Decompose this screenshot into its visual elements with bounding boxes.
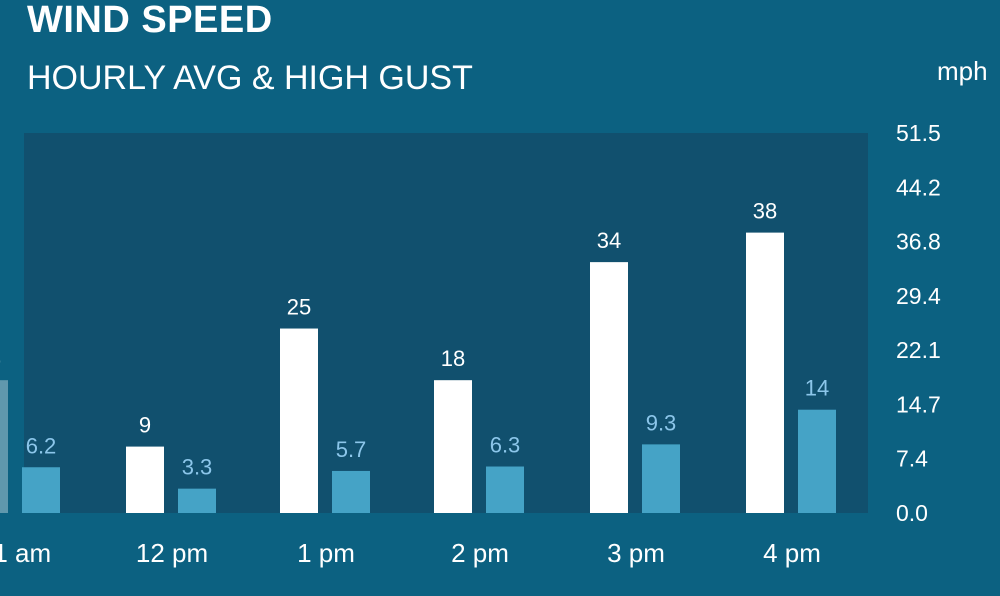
x-tick-label-1: 12 pm <box>136 538 208 568</box>
y-axis-unit: mph <box>937 56 988 86</box>
gust-bar-5 <box>746 232 784 514</box>
x-tick-label-2: 1 pm <box>297 538 355 568</box>
avg-bar-1 <box>178 488 216 513</box>
gust-value-label-5: 38 <box>753 199 777 224</box>
gust-bar-1 <box>126 446 164 513</box>
x-tick-label-0: 11 am <box>0 538 51 568</box>
y-tick-label-5: 36.8 <box>896 229 941 255</box>
x-tick-label-5: 4 pm <box>763 538 821 568</box>
gust-bar-4 <box>590 262 628 513</box>
x-tick-label-4: 3 pm <box>607 538 665 568</box>
x-axis-labels: 11 am 12 pm 1 pm 2 pm 3 pm 4 pm <box>0 538 821 568</box>
avg-bar-5 <box>798 409 836 513</box>
avg-value-label-3: 6.3 <box>490 433 521 458</box>
y-tick-label-6: 44.2 <box>896 174 941 200</box>
gust-value-label-1: 9 <box>139 413 151 438</box>
avg-bar-4 <box>642 444 680 513</box>
avg-bar-0 <box>22 467 60 513</box>
avg-value-label-2: 5.7 <box>336 437 367 462</box>
y-axis-ticks: 0.0 7.4 14.7 22.1 29.4 36.8 44.2 51.5 <box>896 120 941 526</box>
avg-value-label-5: 14 <box>805 376 829 401</box>
y-tick-label-7: 51.5 <box>896 120 941 146</box>
x-tick-label-3: 2 pm <box>451 538 509 568</box>
gust-value-label-3: 18 <box>441 346 465 371</box>
y-tick-label-2: 14.7 <box>896 391 941 417</box>
avg-value-label-4: 9.3 <box>646 410 677 435</box>
gust-value-label-2: 25 <box>287 295 311 320</box>
gust-value-label-4: 34 <box>597 228 621 253</box>
gust-bar-2 <box>280 328 318 513</box>
y-tick-label-1: 7.4 <box>896 446 928 472</box>
avg-bar-3 <box>486 466 524 513</box>
avg-value-label-0: 6.2 <box>26 433 57 458</box>
gust-bar-0 <box>0 380 8 513</box>
chart-title: WIND SPEED <box>27 0 273 41</box>
y-tick-label-4: 29.4 <box>896 283 941 309</box>
gust-bar-3 <box>434 380 472 513</box>
gust-value-label-0: 18 <box>0 346 1 371</box>
chart-subtitle: HOURLY AVG & HIGH GUST <box>27 59 473 97</box>
bars-layer: 18 6.2 9 3.3 25 5.7 18 6.3 34 9.3 38 14 <box>0 199 836 514</box>
y-tick-label-0: 0.0 <box>896 500 928 526</box>
y-tick-label-3: 22.1 <box>896 337 941 363</box>
avg-value-label-1: 3.3 <box>182 455 213 480</box>
avg-bar-2 <box>332 470 370 513</box>
